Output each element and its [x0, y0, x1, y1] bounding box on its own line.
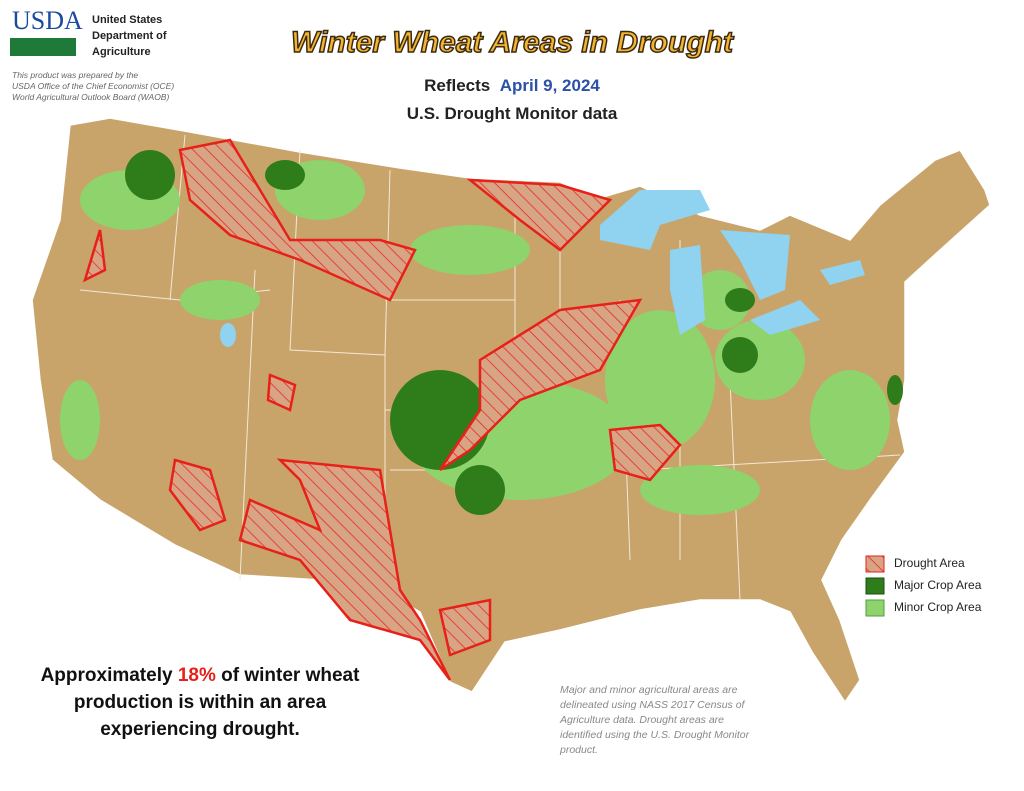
note-line: delineated using NASS 2017 Census of	[560, 699, 745, 711]
credit-line: World Agricultural Outlook Board (WAOB)	[12, 92, 170, 102]
subtitle: Reflects April 9, 2024	[0, 76, 1024, 96]
title: Winter Wheat Areas in Drought	[291, 26, 735, 59]
credit-line: USDA Office of the Chief Economist (OCE)	[12, 81, 175, 91]
note-line: product.	[560, 744, 598, 756]
credit: This product was prepared by the USDA Off…	[12, 70, 174, 103]
drought-areas	[82, 138, 682, 681]
agency-line: Agriculture	[92, 46, 151, 58]
agency-name: United States Department of Agriculture	[92, 12, 167, 60]
note-line: Agriculture data. Drought areas are	[560, 714, 725, 726]
agency-line: United States	[92, 14, 163, 26]
legend-label: Minor Crop Area	[894, 600, 982, 614]
legend-label: Major Crop Area	[894, 578, 982, 592]
usda-logo-swoosh	[10, 38, 76, 56]
legend-swatches	[865, 555, 885, 617]
summary-highlight: 18%	[177, 665, 216, 686]
summary-line: experiencing drought.	[20, 716, 380, 743]
summary: Approximately 18% of winter wheat product…	[20, 662, 380, 743]
subtitle-date: April 9, 2024	[499, 76, 600, 95]
summary-line: Approximately 18% of winter wheat	[20, 662, 380, 689]
credit-line: This product was prepared by the	[12, 70, 139, 80]
lakes	[220, 190, 865, 347]
summary-line: production is within an area	[20, 689, 380, 716]
agency-line: Department of	[92, 30, 167, 42]
summary-text: production is within an area	[73, 692, 327, 713]
note: Major and minor agricultural areas are de…	[560, 683, 749, 758]
note-line: identified using the U.S. Drought Monito…	[560, 729, 750, 741]
summary-text: experiencing drought.	[100, 719, 300, 740]
summary-text: of winter wheat	[221, 665, 360, 686]
legend-label: Drought Area	[894, 556, 965, 570]
subtitle-prefix: Reflects	[424, 76, 491, 95]
note-line: Major and minor agricultural areas are	[560, 684, 738, 696]
subtitle2: U.S. Drought Monitor data	[406, 104, 618, 123]
summary-text: Approximately	[40, 665, 173, 686]
logo: USDA	[12, 6, 83, 35]
